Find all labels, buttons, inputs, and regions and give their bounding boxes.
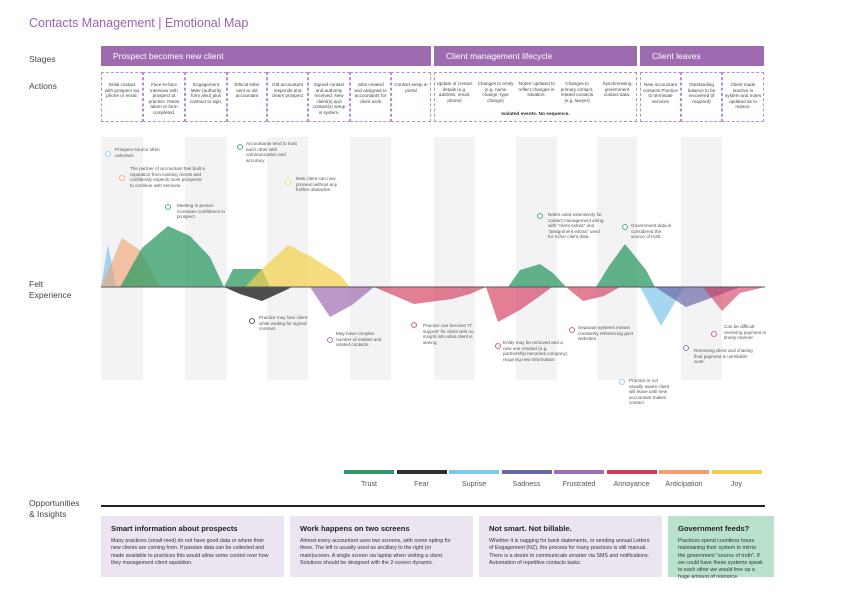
stage-client-management: Client management lifecycle [434, 46, 637, 66]
annoyance-area [566, 287, 620, 301]
legend-swatch [711, 470, 762, 474]
legend-swatch [396, 470, 447, 474]
annoyance-area [374, 287, 486, 304]
action-box: Changes to entity (e.g. name change, typ… [477, 81, 514, 103]
action-box: Initial contact with prospect via phone … [101, 72, 143, 122]
stage-client-leaves: Client leaves [640, 46, 764, 66]
legend-label: Anticipation [665, 479, 703, 488]
action-box: Outstanding balance to be recovered (if … [681, 72, 722, 122]
divider [101, 505, 765, 507]
insight-card-government: Government feeds? Practices spend countl… [668, 516, 774, 580]
legend-swatch [606, 470, 657, 474]
chart-note: Practice can become 'IT support' for cli… [423, 323, 474, 345]
joy-area [245, 245, 350, 287]
legend-label: Sadness [512, 479, 541, 488]
action-box: Synchronising government contact data. [602, 81, 632, 98]
stages-label: Stages [29, 54, 56, 64]
fear-area [224, 287, 292, 301]
chart-note: Government data is considered the source… [631, 223, 672, 240]
chart-note: The partner of accountant has built a re… [130, 166, 205, 188]
actions-label: Actions [29, 81, 57, 91]
isolated-events-note: Isolated events. No sequence. [501, 112, 570, 117]
legend-swatch [659, 470, 709, 474]
action-box: Face-to-face interview with prospect at … [143, 72, 185, 122]
chart-note: Accountants tend to trust each other wit… [246, 141, 297, 163]
insight-card-body: Almost every accountant uses two screens… [300, 538, 451, 566]
felt-experience-label: Felt Experience [29, 279, 72, 300]
insight-card-title: Smart information about prospects [111, 524, 238, 533]
legend-swatch [344, 470, 394, 474]
annoyance-area [703, 287, 765, 311]
action-box: Update of contact details (e.g. address,… [436, 81, 473, 103]
action-box: Client made inactive in system and notes… [722, 72, 764, 122]
legend-label: Fear [414, 479, 429, 488]
insight-card-body: Practices spend countless hours maintain… [678, 538, 763, 581]
legend-label: Frustrated [562, 479, 596, 488]
legend-label: Joy [730, 479, 743, 488]
action-box: New accountant contacts Practice to term… [640, 72, 681, 122]
trust-area [508, 264, 566, 287]
emotion-chart [101, 137, 765, 385]
legend-label: Trust [360, 479, 378, 488]
stage-prospect: Prospect becomes new client [101, 46, 431, 66]
insight-card: Work happens on two screens Almost every… [290, 516, 473, 577]
action-box: Changes to primary contact, related cont… [560, 81, 594, 103]
legend-swatch [501, 470, 552, 474]
action-box: Signed contact and authority received. N… [308, 72, 350, 122]
insight-card-title: Not smart. Not billable. [489, 524, 572, 533]
chart-note: May have complex number of entities and … [336, 331, 382, 348]
action-box: Engagement letter (authority form also) … [185, 72, 227, 122]
action-box: Jobs created and assigned to accountants… [350, 72, 391, 122]
annoyance-area [486, 287, 552, 322]
chart-note: Entity may be removed and a new one crea… [503, 340, 568, 362]
insight-card-title: Government feeds? [678, 524, 750, 533]
frustrated-area [310, 287, 374, 317]
chart-note: Removing client and chasing final paymen… [694, 348, 753, 365]
action-box: Ethical letter sent to old accountant [227, 72, 267, 122]
legend-swatch [449, 470, 499, 474]
action-box: Old accountant responds and clears prosp… [267, 72, 308, 122]
insight-card-body: Whether it is nagging for bank statement… [489, 538, 650, 566]
action-box: Contact setup in portal [391, 72, 431, 122]
chart-note: Meeting in person increases confidence i… [177, 203, 226, 220]
chart-note: Separate systems means constantly refere… [578, 325, 633, 342]
chart-note: Practice may lose client while waiting f… [259, 315, 308, 332]
chart-note: Notes used extensively for contact manag… [548, 212, 604, 240]
insight-card: Not smart. Not billable. Whether it is n… [479, 516, 662, 577]
trust-area [596, 244, 655, 287]
insight-card-body: Many practices (small-med) do not have g… [111, 538, 269, 566]
legend-label: Suprise [461, 479, 487, 488]
chart-note: Prospect source often unknown. [115, 147, 160, 158]
insight-card-title: Work happens on two screens [300, 524, 410, 533]
legend-label: Annoyance [613, 479, 650, 488]
trust-area [120, 226, 224, 287]
page-title: Contacts Management | Emotional Map [29, 16, 249, 30]
action-group-lifecycle [434, 72, 637, 122]
chart-note: Can be difficult receiving payment in ti… [724, 324, 767, 341]
legend-swatch [554, 470, 604, 474]
opportunities-label: Opportunities & Insights [29, 498, 80, 519]
insight-card: Smart information about prospects Many p… [101, 516, 284, 577]
chart-note: New client can now proceed without any f… [296, 176, 338, 193]
action-box: 'Notes' updated to reflect changes in si… [518, 81, 555, 98]
chart-note: Practice is not usually aware client wil… [629, 378, 670, 406]
